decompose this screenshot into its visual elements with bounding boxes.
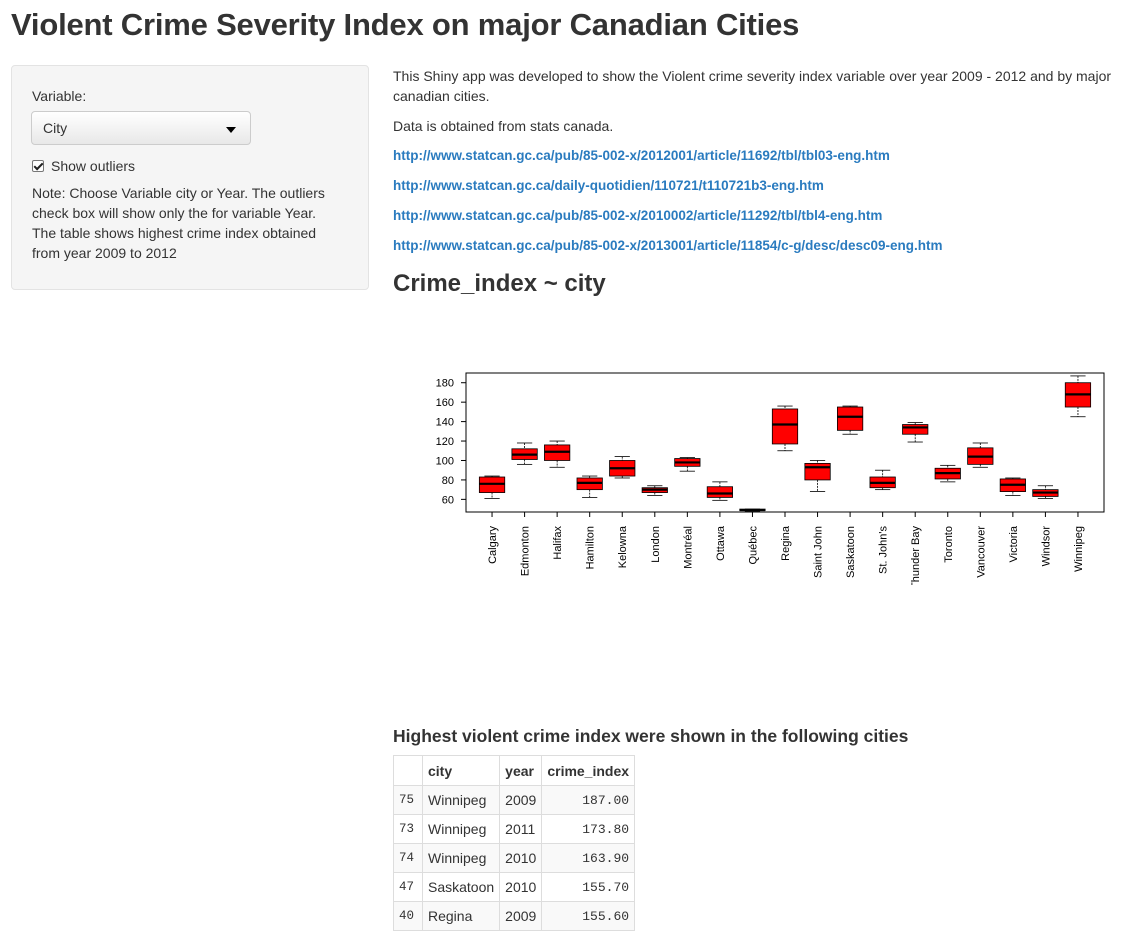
column-header-crime-index[interactable]: crime_index [541,755,636,786]
x-tick-label: Edmonton [520,526,532,576]
show-outliers-checkbox[interactable] [32,160,44,172]
boxplot-chart: 60 80 100 120 140 160 180 Calgary Edmonton Halifa… [436,372,1105,585]
x-tick-label: Toronto [943,526,955,563]
table-header-row: city year crime_index [393,755,636,786]
x-tick-label: Saskatoon [845,526,857,578]
column-header-rownum[interactable] [393,755,423,786]
statcan-link-2[interactable]: http://www.statcan.gc.ca/daily-quotidien… [393,178,824,193]
y-tick-label: 160 [436,397,454,409]
box-13 [902,424,929,435]
box-9 [771,408,799,445]
y-tick-label: 140 [436,417,454,429]
cell-year: 2009 [499,785,543,815]
page-title: Violent Crime Severity Index on major Ca… [11,7,800,42]
row-number: 75 [393,785,423,815]
box-10 [804,462,831,481]
cell-city: Winnipeg [421,814,501,844]
y-tick-label: 120 [436,436,454,448]
column-header-year[interactable]: year [499,755,543,786]
cell-city: Winnipeg [421,785,501,815]
table-row: 40 Regina 2009 155.60 [393,901,636,931]
statcan-link-1[interactable]: http://www.statcan.gc.ca/pub/85-002-x/20… [393,148,890,163]
table-row: 73 Winnipeg 2011 173.80 [393,814,636,844]
column-header-city[interactable]: city [421,755,501,786]
x-tick-label: Vancouver [975,526,987,578]
cell-year: 2010 [499,843,543,873]
cell-city: Winnipeg [421,843,501,873]
cell-crime-index: 163.90 [541,843,636,873]
box-11 [837,406,864,431]
x-tick-label: Ottawa [715,525,727,561]
x-tick-label: Windsor [1040,526,1052,567]
x-tick-label: Saint John [813,526,825,578]
y-tick-label: 180 [436,378,454,390]
show-outliers-label: Show outliers [51,158,136,174]
box-7 [706,486,733,498]
x-tick-label: Thunder Bay [910,526,922,585]
row-number: 73 [393,814,423,844]
x-tick-label: Hamilton [585,526,597,569]
cell-year: 2009 [499,901,543,931]
table-row: 75 Winnipeg 2009 187.00 [393,785,636,815]
row-number: 47 [393,872,423,902]
cell-crime-index: 155.60 [541,901,636,931]
x-tick-label: Québec [747,526,759,565]
main-panel: This Shiny app was developed to show the… [393,66,1128,253]
x-tick-label: Kelowna [617,525,629,568]
cell-city: Saskatoon [421,872,501,902]
sidebar-note: Note: Choose Variable city or Year. The … [32,185,325,261]
x-tick-label: Halifax [552,526,564,560]
x-tick-label: St. John's [878,526,890,574]
show-outliers-checkbox-row[interactable]: Show outliers [32,158,135,174]
cell-city: Regina [421,901,501,931]
table-row: 74 Winnipeg 2010 163.90 [393,843,636,873]
table-heading: Highest violent crime index were shown i… [393,726,909,746]
x-tick-label: Victoria [1008,525,1020,562]
table-row: 47 Saskatoon 2010 155.70 [393,872,636,902]
sidebar-panel: Variable: City Show outliers Note: Choos… [11,65,369,290]
x-tick-label: Winnipeg [1073,526,1085,572]
statcan-link-4[interactable]: http://www.statcan.gc.ca/pub/85-002-x/20… [393,238,943,253]
variable-select[interactable]: City [31,111,251,145]
chevron-down-icon [226,127,236,133]
statcan-link-3[interactable]: http://www.statcan.gc.ca/pub/85-002-x/20… [393,208,883,223]
cell-crime-index: 173.80 [541,814,636,844]
x-tick-label: Montréal [682,526,694,569]
x-tick-label: London [650,526,662,563]
cell-crime-index: 187.00 [541,785,636,815]
cell-crime-index: 155.70 [541,872,636,902]
variable-label: Variable: [32,88,87,104]
intro-text: This Shiny app was developed to show the… [393,68,1112,104]
source-text: Data is obtained from stats canada. [393,118,614,134]
plot-heading: Crime_index ~ city [393,270,606,297]
row-number: 40 [393,901,423,931]
y-tick-label: 100 [436,455,454,467]
variable-select-value: City [43,120,68,136]
cell-year: 2011 [499,814,543,844]
x-tick-label: Calgary [487,526,499,564]
row-number: 74 [393,843,423,873]
y-tick-label: 60 [442,494,454,506]
y-tick-label: 80 [442,475,454,487]
top-cities-table: city year crime_index 75 Winnipeg 2009 1… [393,755,636,931]
x-tick-label: Regina [780,525,792,561]
cell-year: 2010 [499,872,543,902]
